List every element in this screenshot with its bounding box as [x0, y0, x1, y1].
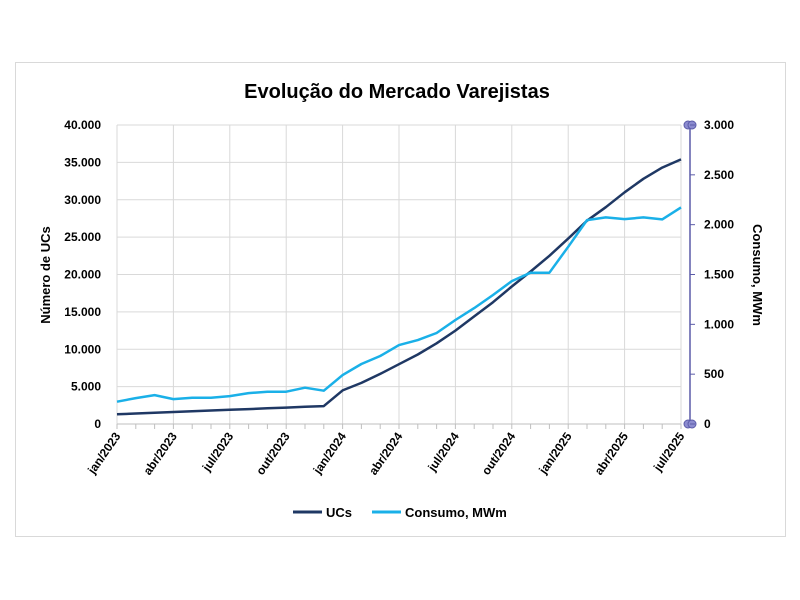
x-tick-label: jan/2023 [84, 429, 123, 477]
y2-tick-label: 2.500 [704, 168, 734, 182]
y2-tick-label: 3.000 [704, 118, 734, 132]
x-tick-label: out/2024 [479, 429, 519, 477]
y2-tick-label: 500 [704, 367, 724, 381]
y2-tick-label: 1.000 [704, 317, 734, 331]
series-lines [116, 158, 682, 416]
legend-label-consumo: Consumo, MWm [405, 505, 507, 520]
y2-tick-label: 1.500 [704, 268, 734, 282]
y-tick-label: 5.000 [71, 380, 101, 394]
y-axis-title: Número de UCs [38, 226, 53, 324]
gridlines [116, 124, 682, 425]
x-tick-label: out/2023 [253, 429, 293, 477]
legend: UCs Consumo, MWm [293, 505, 507, 520]
y-tick-label: 35.000 [64, 155, 101, 169]
chart-title: Evolução do Mercado Varejistas [244, 81, 550, 103]
y-tick-label: 30.000 [64, 193, 101, 207]
chart-frame [15, 62, 786, 537]
y-tick-label: 20.000 [64, 268, 101, 282]
y2-tick-label: 0 [704, 417, 711, 431]
x-tick-label: jul/2024 [425, 429, 462, 474]
x-tick-label: jan/2025 [535, 429, 574, 477]
x-tick-label: abr/2023 [140, 429, 180, 477]
x-tick-label: abr/2024 [366, 429, 406, 477]
y-tick-label: 40.000 [64, 118, 101, 132]
legend-label-ucs: UCs [326, 505, 352, 520]
y-tick-label: 25.000 [64, 230, 101, 244]
x-tick-label: jul/2023 [199, 429, 236, 474]
x-tick-label: jul/2025 [650, 429, 687, 474]
y2-axis-title: Consumo, MWm [750, 224, 765, 326]
x-tick-label: abr/2025 [592, 429, 632, 477]
y-tick-label: 0 [94, 417, 101, 431]
y2-tick-label: 2.000 [704, 218, 734, 232]
y-tick-label: 10.000 [64, 342, 101, 356]
x-tick-label: jan/2024 [310, 429, 349, 477]
y-tick-label: 15.000 [64, 305, 101, 319]
